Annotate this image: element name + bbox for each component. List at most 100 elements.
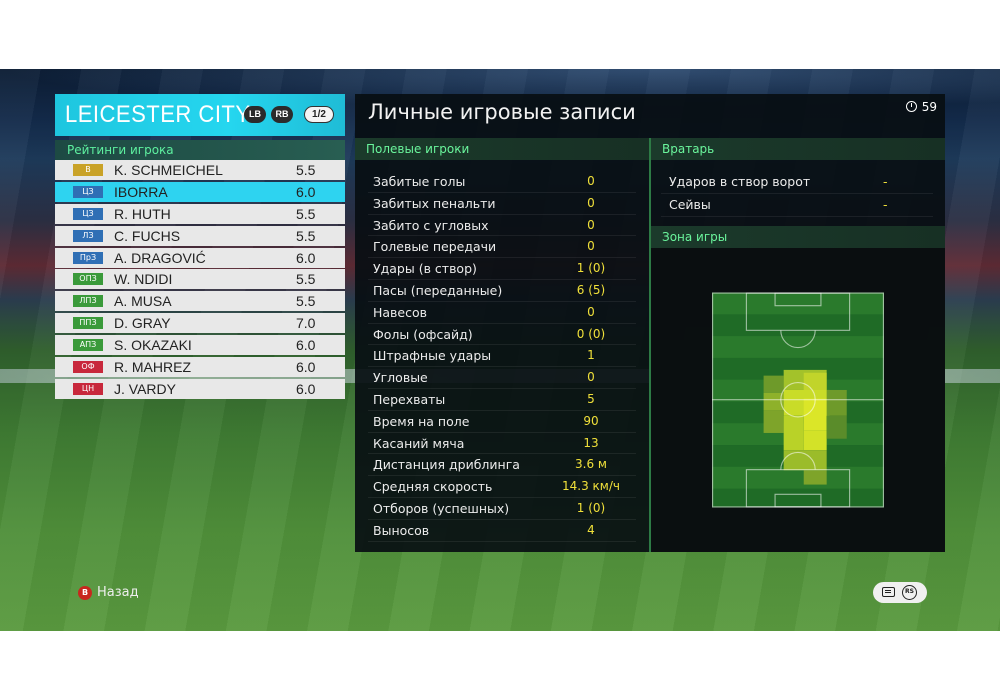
player-rating: 7.0 xyxy=(296,315,316,332)
field-stats-list: Забитые голы 0 Забитых пенальти 0 Забито с у… xyxy=(368,171,636,542)
stat-value: 1 (0) xyxy=(576,261,606,276)
player-name: R. MAHREZ xyxy=(114,359,191,376)
controller-hints: RS xyxy=(873,582,927,603)
stat-label: Фолы (офсайд) xyxy=(373,326,473,342)
stat-label: Штрафные удары xyxy=(373,348,492,364)
player-row[interactable]: ОФ R. MAHREZ 6.0 xyxy=(55,357,345,378)
team-header: LEICESTER CITY LB RB 1/2 xyxy=(55,94,345,136)
stat-row: Дистанция дриблинга 3.6 м xyxy=(368,454,636,477)
rb-button[interactable]: RB xyxy=(271,106,293,123)
stat-value: 0 xyxy=(587,195,595,210)
player-row[interactable]: ЛПЗ A. MUSA 5.5 xyxy=(55,291,345,312)
field-players-title: Полевые игроки xyxy=(355,138,649,160)
player-name: A. MUSA xyxy=(114,293,172,310)
stat-row: Касаний мяча 13 xyxy=(368,433,636,455)
player-row[interactable]: АПЗ S. OKAZAKI 6.0 xyxy=(55,335,345,356)
page-indicator: 1/2 xyxy=(304,106,334,123)
goalkeeper-stat-value: - xyxy=(883,174,888,189)
clock-icon xyxy=(905,101,917,112)
stat-value: 3.6 м xyxy=(575,457,607,472)
player-name: A. DRAGOVIĆ xyxy=(114,249,206,266)
lb-button[interactable]: LB xyxy=(244,106,266,123)
stat-label: Выносов xyxy=(373,522,430,538)
stat-label: Угловые xyxy=(373,370,428,386)
timer: 59 xyxy=(905,100,937,114)
page-title: Личные игровые записи xyxy=(368,100,636,124)
stat-row: Угловые 0 xyxy=(368,367,636,389)
position-badge: ЦЗ xyxy=(73,207,103,220)
player-rating: 5.5 xyxy=(296,227,316,244)
stat-value: 0 xyxy=(587,304,595,319)
stat-row: Пасы (переданные) 6 (5) xyxy=(368,280,636,302)
stat-value: 14.3 км/ч xyxy=(562,479,620,494)
stat-row: Навесов 0 xyxy=(368,302,636,324)
goalkeeper-stats-list: Ударов в створ ворот - Сейвы - xyxy=(661,171,933,217)
stat-value: 0 (0) xyxy=(576,326,606,341)
position-badge: ЛЗ xyxy=(73,229,103,242)
right-stick-icon[interactable]: RS xyxy=(902,585,917,600)
player-row[interactable]: В K. SCHMEICHEL 5.5 xyxy=(55,160,345,180)
player-row[interactable]: ПрЗ A. DRAGOVIĆ 6.0 xyxy=(55,247,345,268)
stat-value: 6 (5) xyxy=(576,282,606,297)
stat-label: Удары (в створ) xyxy=(373,261,477,277)
pitch-markings xyxy=(712,292,884,508)
stat-row: Удары (в створ) 1 (0) xyxy=(368,258,636,280)
stat-value: 0 xyxy=(587,239,595,254)
player-name: J. VARDY xyxy=(114,380,176,397)
stat-value: 90 xyxy=(583,413,599,428)
b-button-icon: B xyxy=(78,586,92,600)
timer-value: 59 xyxy=(921,100,937,114)
stat-value: 0 xyxy=(587,370,595,385)
team-name: LEICESTER CITY xyxy=(65,101,251,128)
stat-label: Забитых пенальти xyxy=(373,195,496,211)
player-rating: 5.5 xyxy=(296,162,316,178)
stat-label: Дистанция дриблинга xyxy=(373,457,520,473)
stat-row: Средняя скорость 14.3 км/ч xyxy=(368,476,636,498)
player-name: R. HUTH xyxy=(114,205,171,222)
goalkeeper-stat-label: Сейвы xyxy=(669,197,711,212)
zone-title: Зона игры xyxy=(651,226,945,248)
stat-label: Забитые голы xyxy=(373,174,466,189)
stat-row: Выносов 4 xyxy=(368,520,636,542)
stat-row: Штрафные удары 1 xyxy=(368,345,636,368)
player-row[interactable]: ЦЗ R. HUTH 5.5 xyxy=(55,203,345,224)
stat-label: Отборов (успешных) xyxy=(373,500,510,516)
goalkeeper-stat-row: Ударов в створ ворот - xyxy=(661,171,933,194)
player-rating: 6.0 xyxy=(296,359,316,376)
player-rating: 5.5 xyxy=(296,271,316,288)
player-name: IBORRA xyxy=(114,183,168,200)
heat-cells xyxy=(763,369,847,485)
stat-value: 0 xyxy=(587,174,595,188)
player-rating: 6.0 xyxy=(296,337,316,354)
stat-label: Время на поле xyxy=(373,413,470,429)
player-rating: 6.0 xyxy=(296,183,316,200)
player-row[interactable]: ЦЗ IBORRA 6.0 xyxy=(55,181,345,202)
stat-value: 5 xyxy=(587,391,595,406)
player-row[interactable]: ЦН J. VARDY 6.0 xyxy=(55,378,345,399)
stat-value: 4 xyxy=(587,522,595,537)
player-row[interactable]: ОПЗ W. NDIDI 5.5 xyxy=(55,269,345,290)
stat-label: Навесов xyxy=(373,304,428,320)
position-badge: ЦЗ xyxy=(73,185,103,198)
player-row[interactable]: ППЗ D. GRAY 7.0 xyxy=(55,313,345,334)
position-badge: ОФ xyxy=(73,361,103,374)
goalkeeper-title: Вратарь xyxy=(651,138,945,160)
stat-label: Пасы (переданные) xyxy=(373,282,503,298)
back-button[interactable]: B Назад xyxy=(78,585,139,600)
heat-map-pitch xyxy=(712,292,884,508)
player-rating: 6.0 xyxy=(296,249,316,266)
stat-row: Забитых пенальти 0 xyxy=(368,193,636,215)
position-badge: В xyxy=(73,164,103,176)
player-row[interactable]: ЛЗ C. FUCHS 5.5 xyxy=(55,225,345,246)
stat-row: Фолы (офсайд) 0 (0) xyxy=(368,324,636,346)
chat-icon[interactable] xyxy=(882,587,895,597)
stat-value: 1 (0) xyxy=(576,500,606,515)
player-name: K. SCHMEICHEL xyxy=(114,162,223,178)
player-name: W. NDIDI xyxy=(114,271,173,288)
player-name: S. OKAZAKI xyxy=(114,337,192,354)
stat-row: Отборов (успешных) 1 (0) xyxy=(368,498,636,520)
position-badge: ЛПЗ xyxy=(73,295,103,308)
stat-row: Забитые голы 0 xyxy=(368,171,636,193)
back-label: Назад xyxy=(97,585,139,600)
player-rating: 6.0 xyxy=(296,380,316,397)
